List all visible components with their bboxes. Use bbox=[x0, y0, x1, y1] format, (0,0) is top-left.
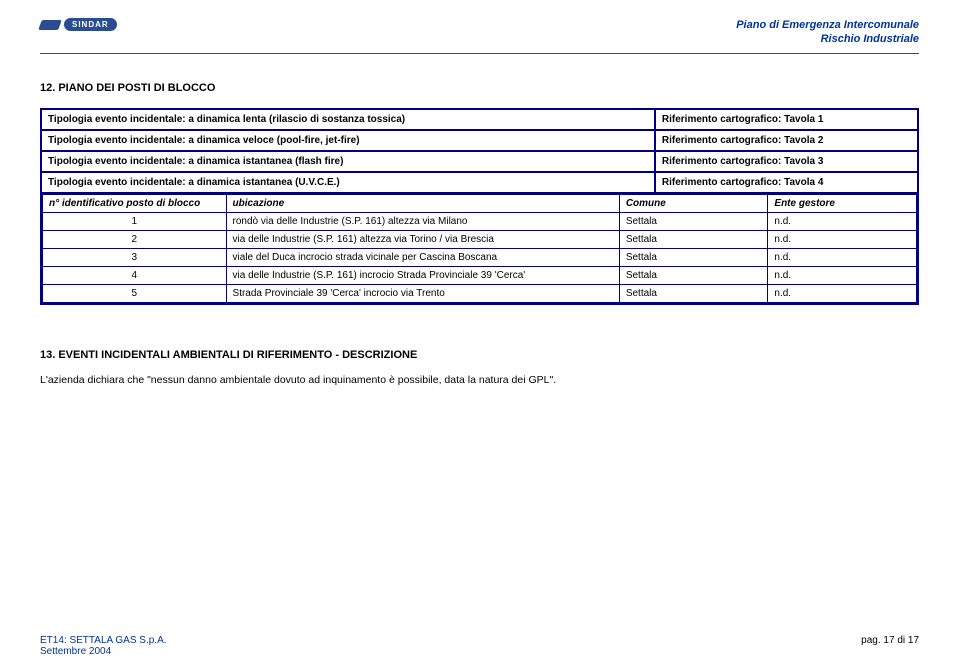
section12-title: 12. PIANO DEI POSTI DI BLOCCO bbox=[40, 82, 919, 94]
riferimento-cell: Riferimento cartografico: Tavola 1 bbox=[655, 109, 918, 130]
table-row: Tipologia evento incidentale: a dinamica… bbox=[41, 109, 918, 130]
cell-id: 2 bbox=[43, 230, 227, 248]
cell-ente: n.d. bbox=[768, 248, 917, 266]
table-row: 1 rondò via delle Industrie (S.P. 161) a… bbox=[43, 212, 917, 230]
posti-di-blocco-table: n° identificativo posto di blocco ubicaz… bbox=[42, 194, 917, 303]
footer-date: Settembre 2004 bbox=[40, 646, 111, 657]
col-id: n° identificativo posto di blocco bbox=[43, 194, 227, 212]
cell-id: 1 bbox=[43, 212, 227, 230]
header-title: Piano di Emergenza Intercomunale Rischio… bbox=[736, 18, 919, 47]
cell-id: 3 bbox=[43, 248, 227, 266]
section13-body: L'azienda dichiara che "nessun danno amb… bbox=[40, 373, 919, 388]
cell-comune: Settala bbox=[619, 284, 768, 302]
tipologia-table: Tipologia evento incidentale: a dinamica… bbox=[40, 108, 919, 305]
page-header: SINDAR Piano di Emergenza Intercomunale … bbox=[40, 18, 919, 47]
table-row: 4 via delle Industrie (S.P. 161) incroci… bbox=[43, 266, 917, 284]
table-row: 5 Strada Provinciale 39 'Cerca' incrocio… bbox=[43, 284, 917, 302]
table-row: Tipologia evento incidentale: a dinamica… bbox=[41, 172, 918, 193]
table-header-row: n° identificativo posto di blocco ubicaz… bbox=[43, 194, 917, 212]
col-ente: Ente gestore bbox=[768, 194, 917, 212]
cell-ente: n.d. bbox=[768, 284, 917, 302]
cell-comune: Settala bbox=[619, 266, 768, 284]
cell-ubicazione: via delle Industrie (S.P. 161) altezza v… bbox=[226, 230, 619, 248]
page-footer: ET14: SETTALA GAS S.p.A. Settembre 2004 … bbox=[40, 635, 919, 657]
tipologia-cell: Tipologia evento incidentale: a dinamica… bbox=[41, 109, 655, 130]
cell-ubicazione: rondò via delle Industrie (S.P. 161) alt… bbox=[226, 212, 619, 230]
cell-ubicazione: via delle Industrie (S.P. 161) incrocio … bbox=[226, 266, 619, 284]
cell-ubicazione: Strada Provinciale 39 'Cerca' incrocio v… bbox=[226, 284, 619, 302]
riferimento-cell: Riferimento cartografico: Tavola 4 bbox=[655, 172, 918, 193]
cell-id: 5 bbox=[43, 284, 227, 302]
col-ubicazione: ubicazione bbox=[226, 194, 619, 212]
cell-ubicazione: viale del Duca incrocio strada vicinale … bbox=[226, 248, 619, 266]
table-row: Tipologia evento incidentale: a dinamica… bbox=[41, 151, 918, 172]
cell-id: 4 bbox=[43, 266, 227, 284]
cell-comune: Settala bbox=[619, 230, 768, 248]
footer-page-number: pag. 17 di 17 bbox=[861, 635, 919, 657]
table-row: 2 via delle Industrie (S.P. 161) altezza… bbox=[43, 230, 917, 248]
cell-comune: Settala bbox=[619, 212, 768, 230]
table-row: 3 viale del Duca incrocio strada vicinal… bbox=[43, 248, 917, 266]
table-row: Tipologia evento incidentale: a dinamica… bbox=[41, 130, 918, 151]
logo: SINDAR bbox=[40, 18, 117, 31]
col-comune: Comune bbox=[619, 194, 768, 212]
logo-text: SINDAR bbox=[64, 18, 117, 31]
header-title-line2: Rischio Industriale bbox=[736, 32, 919, 46]
section13-title: 13. EVENTI INCIDENTALI AMBIENTALI DI RIF… bbox=[40, 349, 919, 361]
logo-mark-icon bbox=[38, 20, 62, 30]
footer-left: ET14: SETTALA GAS S.p.A. Settembre 2004 bbox=[40, 635, 167, 657]
cell-ente: n.d. bbox=[768, 266, 917, 284]
cell-ente: n.d. bbox=[768, 212, 917, 230]
header-title-line1: Piano di Emergenza Intercomunale bbox=[736, 18, 919, 32]
tipologia-cell: Tipologia evento incidentale: a dinamica… bbox=[41, 151, 655, 172]
cell-comune: Settala bbox=[619, 248, 768, 266]
tipologia-cell: Tipologia evento incidentale: a dinamica… bbox=[41, 130, 655, 151]
riferimento-cell: Riferimento cartografico: Tavola 3 bbox=[655, 151, 918, 172]
header-divider bbox=[40, 53, 919, 54]
riferimento-cell: Riferimento cartografico: Tavola 2 bbox=[655, 130, 918, 151]
cell-ente: n.d. bbox=[768, 230, 917, 248]
footer-doc-id: ET14: SETTALA GAS S.p.A. bbox=[40, 635, 167, 646]
inner-table-row: n° identificativo posto di blocco ubicaz… bbox=[41, 193, 918, 304]
tipologia-cell: Tipologia evento incidentale: a dinamica… bbox=[41, 172, 655, 193]
